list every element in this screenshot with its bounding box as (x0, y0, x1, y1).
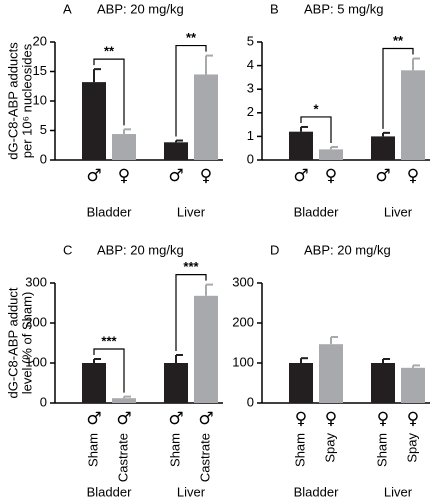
x-tick-label: Sham (167, 433, 182, 467)
significance-label: *** (183, 259, 199, 274)
y-axis-label: per 10⁶ nucleosides (19, 43, 34, 158)
bar (112, 398, 136, 403)
group-label: Liver (384, 204, 413, 219)
y-tick-label: 200 (232, 314, 254, 329)
sex-symbol: ♀ (325, 409, 337, 429)
sex-symbol: ♀ (200, 166, 212, 186)
y-tick-label: 0 (40, 394, 47, 409)
panel-label: B (270, 1, 279, 16)
sex-symbol: ♂ (116, 409, 131, 429)
bar (194, 295, 218, 403)
bar (371, 136, 395, 160)
panel-label: A (63, 1, 72, 16)
group-label: Liver (177, 204, 206, 219)
group-label: Liver (177, 484, 206, 499)
significance-label: * (313, 101, 319, 116)
bar (319, 149, 343, 160)
sex-symbol: ♀ (118, 166, 130, 186)
y-axis-label: level (% of Sham) (19, 292, 34, 395)
bar (82, 82, 106, 160)
group-label: Bladder (294, 484, 339, 499)
sex-symbol: ♂ (86, 409, 101, 429)
y-tick-label: 100 (25, 354, 47, 369)
bar (164, 142, 188, 160)
bar (194, 74, 218, 160)
sex-symbol: ♂ (86, 166, 101, 186)
significance-bracket (93, 58, 125, 126)
group-label: Bladder (87, 204, 132, 219)
sex-symbol: ♀ (407, 166, 419, 186)
y-tick-label: 300 (232, 274, 254, 289)
sex-symbol: ♂ (168, 166, 183, 186)
sex-symbol: ♀ (295, 409, 307, 429)
significance-bracket (300, 116, 332, 144)
sex-symbol: ♂ (375, 166, 390, 186)
sex-symbol: ♀ (407, 409, 419, 429)
significance-label: ** (186, 30, 197, 45)
y-tick-label: 5 (40, 122, 47, 137)
panel-label: D (270, 242, 279, 257)
y-tick-label: 1 (247, 128, 254, 143)
y-tick-label: 300 (25, 274, 47, 289)
sex-symbol: ♂ (293, 166, 308, 186)
sex-symbol: ♀ (325, 166, 337, 186)
bar (401, 367, 425, 403)
significance-label: ** (104, 44, 115, 59)
bar (164, 363, 188, 403)
group-label: Bladder (294, 204, 339, 219)
panel-title: ABP: 5 mg/kg (304, 1, 383, 16)
bar (401, 70, 425, 160)
group-label: Bladder (87, 484, 132, 499)
x-tick-label: Sham (374, 433, 389, 467)
y-tick-label: 0 (40, 151, 47, 166)
y-tick-label: 0 (247, 394, 254, 409)
x-tick-label: Spay (322, 433, 337, 463)
significance-bracket (175, 44, 207, 137)
bar (112, 134, 136, 160)
panel-title: ABP: 20 mg/kg (304, 242, 391, 257)
y-axis-label: dG-C8-ABP adduct (5, 287, 20, 398)
significance-bracket (382, 47, 414, 129)
bar (289, 363, 313, 403)
y-tick-label: 4 (247, 57, 254, 72)
y-tick-label: 5 (247, 33, 254, 48)
significance-bracket (93, 348, 125, 393)
y-tick-label: 2 (247, 104, 254, 119)
bar (82, 363, 106, 403)
significance-bracket (175, 274, 207, 351)
bar (319, 344, 343, 403)
bar (371, 363, 395, 403)
y-tick-label: 3 (247, 81, 254, 96)
y-tick-label: 15 (33, 63, 47, 78)
sex-symbol: ♂ (168, 409, 183, 429)
y-tick-label: 20 (33, 33, 47, 48)
sex-symbol: ♂ (198, 409, 213, 429)
y-tick-label: 0 (247, 151, 254, 166)
y-tick-label: 200 (25, 314, 47, 329)
panel-label: C (63, 242, 72, 257)
significance-label: ** (393, 33, 404, 48)
y-tick-label: 10 (33, 92, 47, 107)
x-tick-label: Spay (404, 433, 419, 463)
x-tick-label: Castrate (115, 433, 130, 482)
panel-title: ABP: 20 mg/kg (97, 242, 184, 257)
y-tick-label: 100 (232, 354, 254, 369)
sex-symbol: ♀ (377, 409, 389, 429)
y-axis-label: dG-C8-ABP adducts (5, 42, 20, 160)
x-tick-label: Sham (292, 433, 307, 467)
group-label: Liver (384, 484, 413, 499)
x-tick-label: Sham (85, 433, 100, 467)
bar (289, 131, 313, 160)
significance-label: *** (101, 333, 117, 348)
panel-title: ABP: 20 mg/kg (97, 1, 184, 16)
x-tick-label: Castrate (197, 433, 212, 482)
